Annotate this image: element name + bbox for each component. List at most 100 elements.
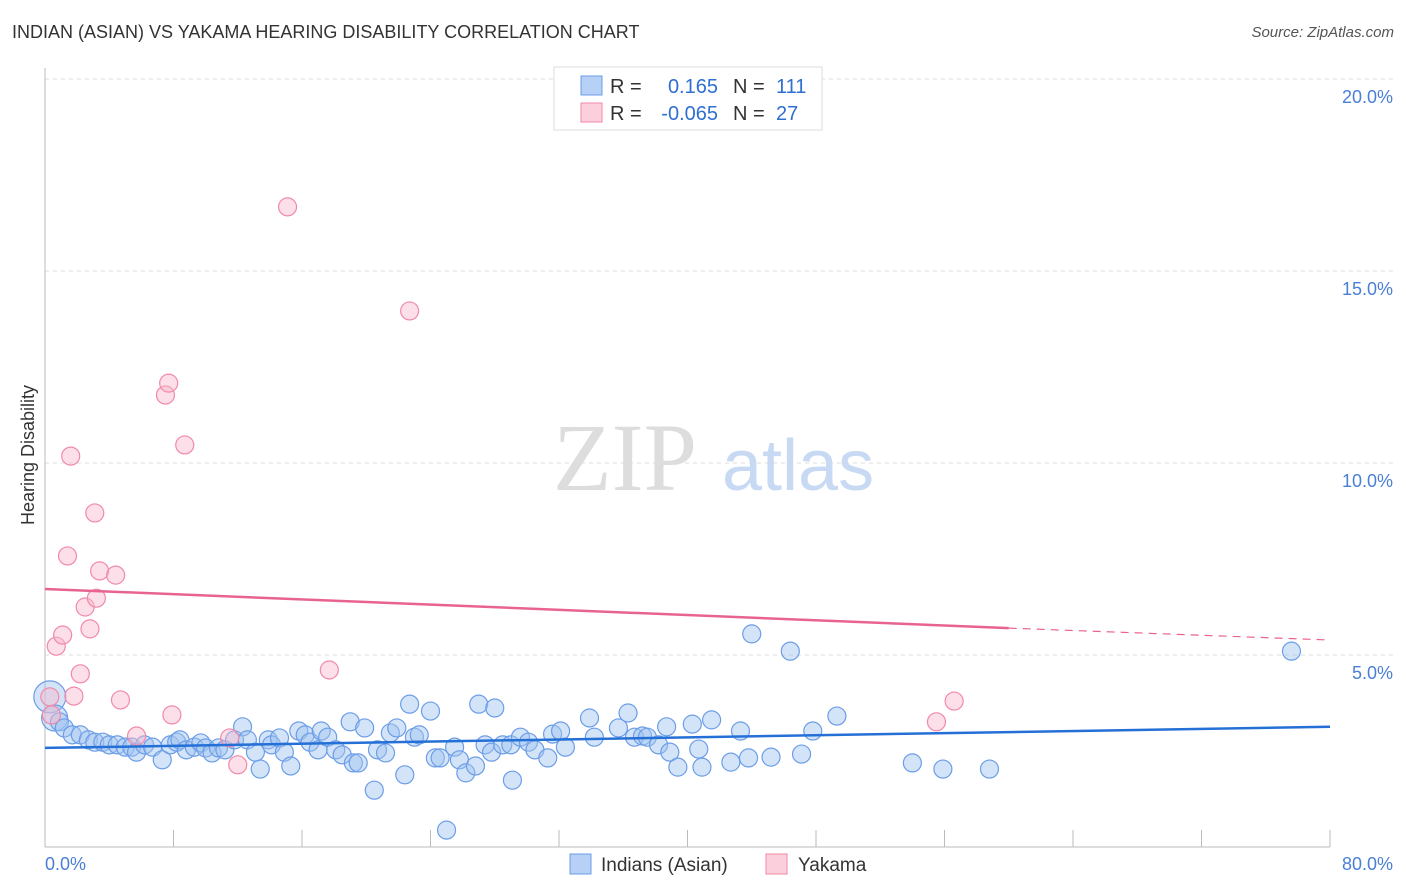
- indians-point: [400, 694, 420, 714]
- y-axis-label: Hearing Disability: [18, 385, 38, 525]
- indians-point: [343, 753, 363, 773]
- yakama-point: [57, 546, 78, 566]
- indians-point: [340, 712, 360, 732]
- indians-point: [456, 763, 476, 783]
- data-points: [33, 197, 1302, 840]
- r-label: R =: [610, 103, 642, 125]
- yakama-point: [155, 385, 176, 405]
- yakama-point: [86, 588, 107, 608]
- indians-point: [152, 750, 172, 770]
- n-label: N =: [733, 103, 765, 125]
- indians-point: [54, 718, 74, 738]
- indians-point: [1281, 641, 1302, 661]
- indians-point: [660, 742, 680, 762]
- indians-point: [979, 759, 1000, 779]
- yakama-point: [85, 503, 105, 523]
- indians-point: [692, 757, 712, 777]
- y-tick-label: 15.0%: [1342, 279, 1393, 299]
- indians-point: [364, 780, 384, 800]
- indians-point: [742, 624, 762, 644]
- indians-point: [538, 748, 558, 768]
- r-value-indians: 0.165: [668, 76, 718, 98]
- indians-point: [827, 706, 847, 726]
- watermark-atlas: atlas: [722, 426, 874, 506]
- indians-point: [469, 694, 489, 714]
- y-tick-label: 5.0%: [1352, 663, 1393, 683]
- bottom-legend: Indians (Asian) Yakama: [569, 853, 867, 876]
- indians-point: [485, 698, 505, 718]
- legend-yakama-swatch: [765, 853, 788, 875]
- indians-point: [803, 721, 823, 741]
- yakama-trend-line: [44, 587, 1009, 630]
- indians-point: [465, 756, 486, 776]
- yakama-point: [64, 686, 84, 706]
- indians-trend-line: [44, 725, 1331, 750]
- yakama-point: [277, 197, 298, 217]
- yakama-point: [70, 664, 90, 684]
- indians-point: [250, 759, 270, 779]
- trend-lines: [44, 587, 1331, 750]
- indians-point: [99, 735, 119, 755]
- n-value-indians: 111: [776, 76, 806, 98]
- indians-point: [387, 718, 407, 738]
- indians-point: [326, 740, 346, 760]
- indians-point: [409, 725, 429, 745]
- n-label: N =: [733, 76, 765, 98]
- legend-yakama-label: Yakama: [798, 855, 867, 876]
- indians-point: [430, 748, 450, 768]
- indians-point: [420, 701, 441, 721]
- yakama-point: [926, 712, 947, 732]
- yakama-point: [41, 705, 62, 725]
- yakama-point: [162, 705, 182, 725]
- indians-point: [332, 745, 352, 765]
- gridlines: [45, 78, 1393, 656]
- indians-point: [648, 735, 669, 755]
- yakama-point: [220, 728, 240, 748]
- indians-point: [701, 710, 722, 730]
- indians-point: [668, 757, 688, 777]
- indians-point: [584, 727, 604, 747]
- indians-point: [348, 753, 368, 773]
- indians-point: [555, 737, 576, 757]
- indians-point: [355, 718, 375, 738]
- indians-point: [791, 744, 812, 764]
- y-tick-label: 20.0%: [1342, 87, 1393, 107]
- indians-swatch: [580, 75, 603, 96]
- indians-point: [738, 748, 759, 768]
- indians-point: [618, 703, 638, 723]
- indians-point: [395, 765, 415, 785]
- watermark-zip: ZIP: [553, 404, 697, 511]
- yakama-point: [110, 690, 131, 710]
- indians-point: [269, 728, 290, 748]
- y-tick-label: 10.0%: [1342, 471, 1393, 491]
- x-tick-label-min: 0.0%: [45, 854, 86, 874]
- yakama-point: [80, 619, 100, 639]
- yakama-point: [228, 755, 248, 775]
- x-ticks: [173, 830, 1331, 847]
- indians-point: [425, 748, 445, 768]
- indians-point: [780, 641, 800, 661]
- legend-indians-label: Indians (Asian): [601, 855, 728, 876]
- indians-point: [518, 732, 539, 752]
- indians-point: [579, 708, 600, 728]
- yakama-point: [126, 726, 147, 746]
- chart-title: INDIAN (ASIAN) VS YAKAMA HEARING DISABIL…: [12, 22, 640, 42]
- yakama-point: [61, 446, 81, 466]
- yakama-point: [46, 636, 66, 656]
- source-label: Source: ZipAtlas.com: [1251, 24, 1394, 41]
- indians-point: [933, 759, 953, 779]
- indians-point: [551, 721, 571, 741]
- indians-point: [436, 820, 457, 840]
- indians-point: [761, 747, 781, 767]
- indians-point: [902, 753, 922, 773]
- indians-point: [444, 737, 465, 757]
- yakama-point: [53, 625, 73, 645]
- watermark-logo: ZIP atlas: [553, 404, 874, 511]
- yakama-point: [159, 373, 179, 393]
- indians-point: [682, 714, 702, 734]
- x-tick-label-max: 80.0%: [1342, 854, 1393, 874]
- indians-point: [502, 770, 523, 790]
- yakama-point: [319, 660, 339, 680]
- yakama-point: [944, 691, 964, 711]
